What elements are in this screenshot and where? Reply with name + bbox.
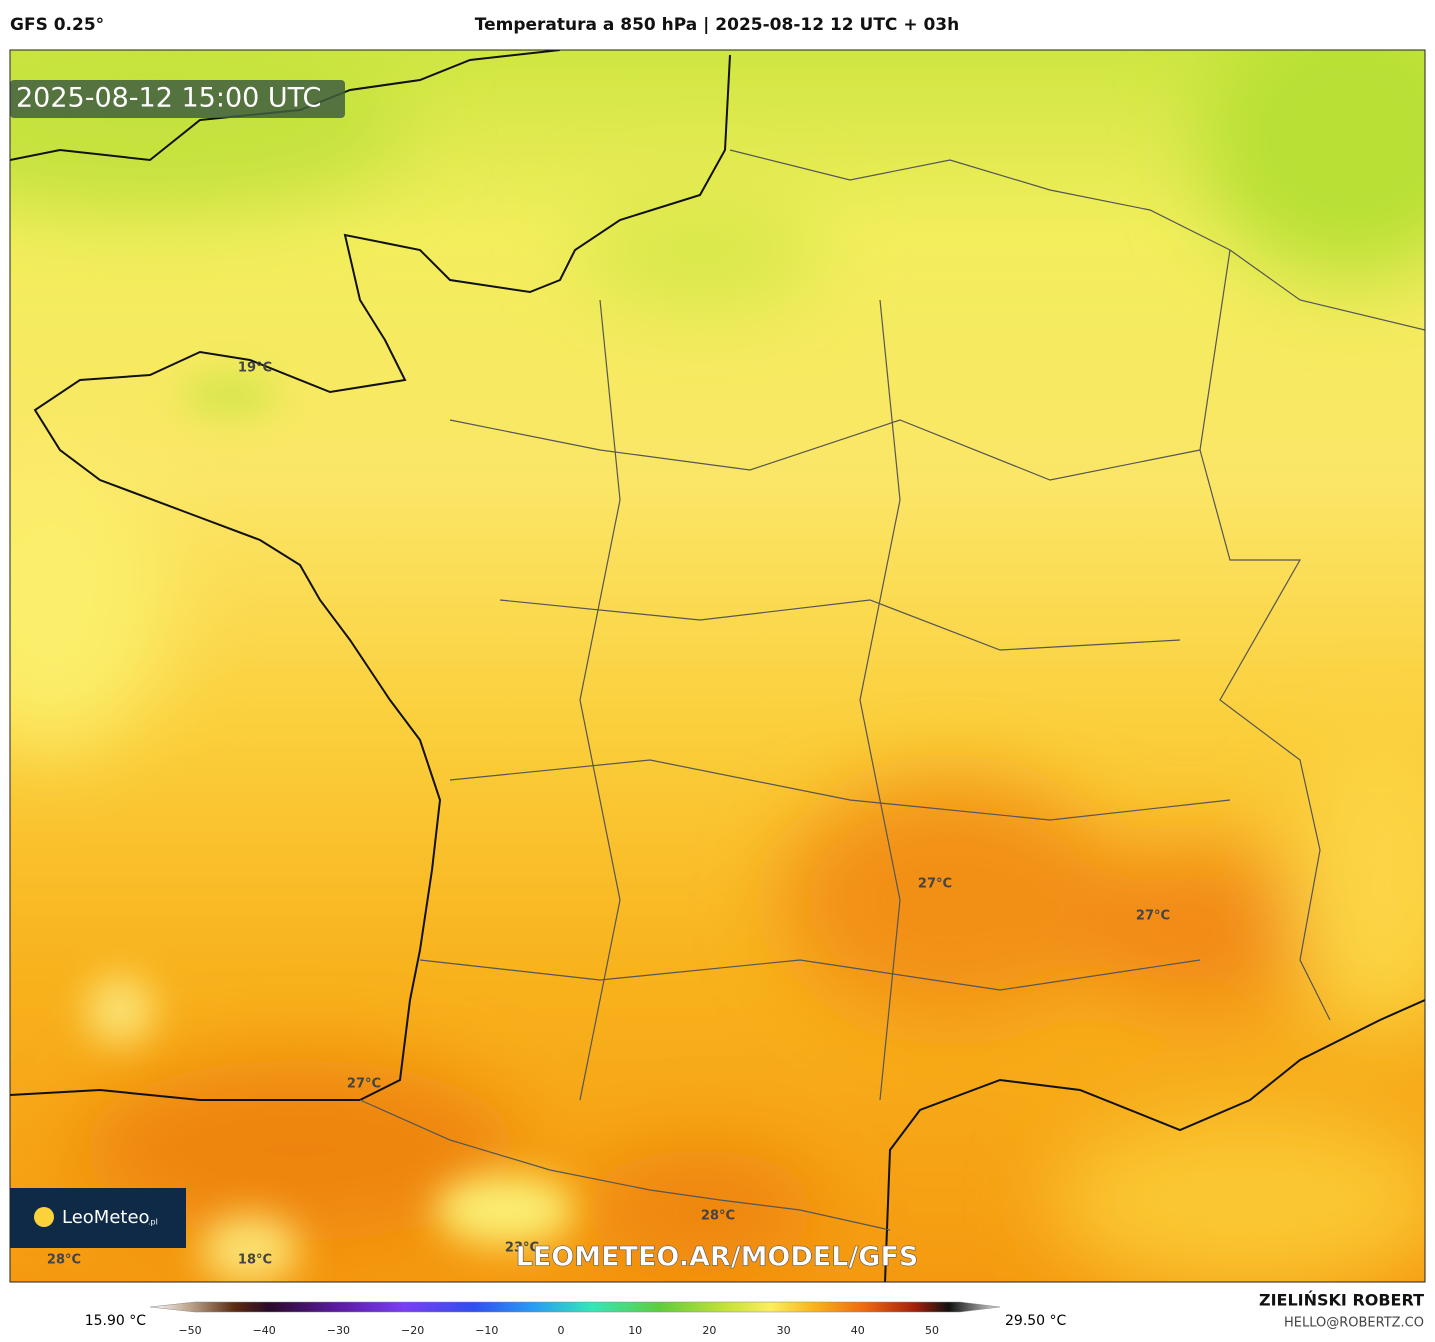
logo-sun (34, 1207, 54, 1227)
model-label: GFS 0.25° (10, 15, 104, 35)
logo-suffix: .pl (148, 1218, 158, 1227)
contour-label: 18°C (238, 1253, 272, 1268)
colorbar-max: 29.50 °C (1005, 1313, 1067, 1329)
colorbar-tick: 50 (925, 1324, 939, 1337)
colorbar-min: 15.90 °C (85, 1313, 147, 1329)
email: HELLO@ROBERTZ.CO (1284, 1316, 1424, 1331)
contour-label: 27°C (347, 1077, 381, 1092)
colorbar-tick: 40 (851, 1324, 865, 1337)
colorbar-tick: −30 (327, 1324, 350, 1337)
contour-label: 23°C (505, 1241, 539, 1256)
timestamp: 2025-08-12 15:00 UTC (16, 83, 321, 114)
map: 2025-08-12 15:00 UTC 19°C 27°C 27°C 27°C 28°… (10, 50, 1425, 1282)
colorbar (149, 1301, 1001, 1313)
contour-label: 28°C (47, 1253, 81, 1268)
map-title: Temperatura a 850 hPa | 2025-08-12 12 UT… (475, 15, 960, 35)
contour-label: 28°C (701, 1209, 735, 1224)
colorbar-tick: 30 (777, 1324, 791, 1337)
watermark: LEOMETEO.AR/MODEL/GFS (516, 1242, 919, 1273)
colorbar-tick: −20 (401, 1324, 424, 1337)
colorbar-tick: 0 (558, 1324, 565, 1337)
contour-label: 27°C (918, 877, 952, 892)
colorbar-tick: −40 (253, 1324, 276, 1337)
colorbar-tick: 10 (628, 1324, 642, 1337)
author: ZIELIŃSKI ROBERT (1259, 1291, 1424, 1310)
colorbar-tick: 20 (702, 1324, 716, 1337)
contour-label: 19°C (238, 361, 272, 376)
logo-name: LeoMeteo (62, 1207, 150, 1228)
colorbar-tick: −10 (475, 1324, 498, 1337)
contour-label: 27°C (1136, 909, 1170, 924)
colorbar-tick: −50 (178, 1324, 201, 1337)
